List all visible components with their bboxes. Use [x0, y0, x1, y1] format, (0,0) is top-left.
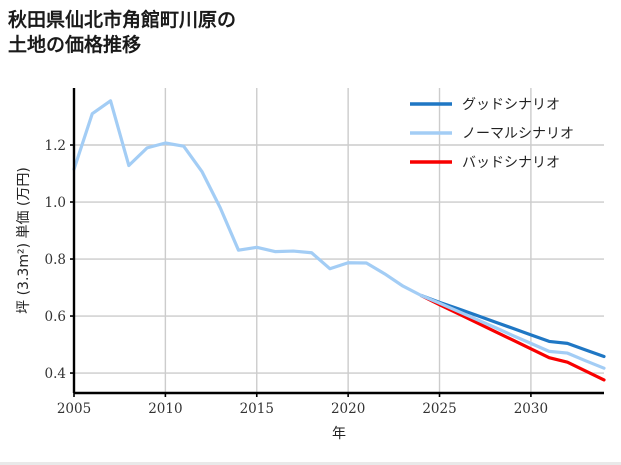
legend-label-normal: ノーマルシナリオ: [462, 126, 574, 142]
series-line-グッドシナリオ: [419, 293, 606, 359]
x-tick-label-2030: 2030: [514, 401, 548, 417]
footer-divider: [0, 462, 621, 465]
y-tick-label-1.0: 1.0: [45, 195, 66, 211]
x-tick-label-2020: 2020: [331, 401, 365, 417]
page-title: 秋田県仙北市角館町川原の 土地の価格推移: [8, 9, 237, 57]
y-axis-title: 坪 (3.3m²) 単価 (万円): [16, 167, 32, 314]
y-tick-label-1.2: 1.2: [45, 138, 66, 154]
legend-label-bad: バッドシナリオ: [462, 155, 560, 171]
series-line-ノーマルシナリオ: [72, 99, 606, 370]
x-tick-label-2015: 2015: [240, 401, 274, 417]
y-tick-label-0.8: 0.8: [45, 252, 66, 268]
series-line-バッドシナリオ: [419, 293, 606, 382]
y-tick-label-0.4: 0.4: [45, 366, 66, 382]
x-tick-label-2005: 2005: [57, 401, 91, 417]
x-tick-label-2010: 2010: [148, 401, 182, 417]
x-tick-label-2025: 2025: [422, 401, 456, 417]
legend-label-good: グッドシナリオ: [462, 97, 560, 113]
x-axis-title: 年: [332, 426, 346, 442]
y-tick-label-0.6: 0.6: [45, 309, 66, 325]
